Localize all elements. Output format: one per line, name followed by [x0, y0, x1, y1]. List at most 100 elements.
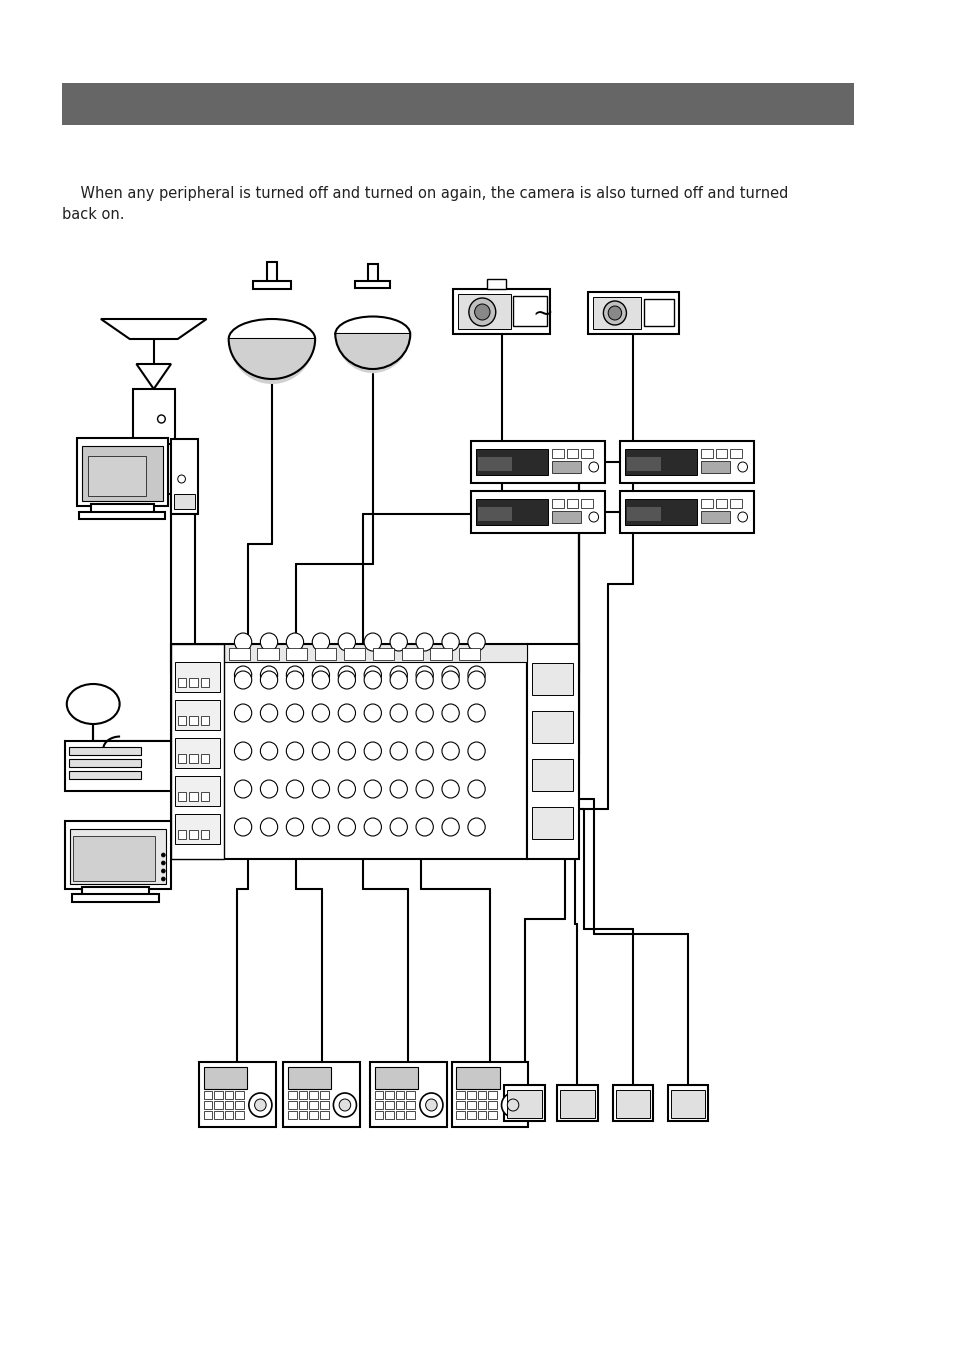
Circle shape: [390, 742, 407, 759]
Bar: [507, 1090, 541, 1118]
Bar: [373, 648, 394, 660]
Bar: [198, 1062, 275, 1126]
Bar: [82, 447, 163, 500]
Bar: [204, 1112, 213, 1120]
Bar: [729, 449, 741, 459]
Circle shape: [501, 1093, 524, 1117]
Circle shape: [161, 877, 165, 881]
Bar: [466, 1101, 476, 1109]
Bar: [375, 1101, 383, 1109]
Bar: [229, 648, 250, 660]
Bar: [288, 1091, 296, 1099]
Circle shape: [161, 861, 165, 865]
Circle shape: [234, 780, 252, 799]
Bar: [476, 449, 547, 475]
Ellipse shape: [67, 684, 119, 724]
Bar: [700, 449, 712, 459]
Circle shape: [364, 780, 381, 799]
Bar: [189, 754, 197, 764]
Bar: [309, 1112, 317, 1120]
Circle shape: [364, 633, 381, 652]
Bar: [458, 648, 480, 660]
Circle shape: [467, 742, 485, 759]
Bar: [456, 1091, 464, 1099]
Bar: [477, 1112, 486, 1120]
Circle shape: [234, 633, 252, 652]
Circle shape: [338, 704, 355, 722]
Circle shape: [234, 817, 252, 836]
Bar: [700, 461, 729, 473]
Circle shape: [467, 817, 485, 836]
Bar: [253, 281, 291, 289]
Bar: [559, 1090, 594, 1118]
Polygon shape: [136, 364, 171, 389]
Circle shape: [467, 704, 485, 722]
Bar: [309, 1101, 317, 1109]
Circle shape: [260, 670, 277, 689]
Circle shape: [507, 1099, 518, 1112]
Bar: [430, 648, 451, 660]
Wedge shape: [335, 335, 410, 374]
Polygon shape: [101, 318, 207, 339]
Bar: [587, 291, 679, 335]
Bar: [225, 1101, 233, 1109]
Circle shape: [234, 704, 252, 722]
Bar: [73, 836, 154, 881]
Bar: [177, 754, 186, 764]
Circle shape: [588, 513, 598, 522]
Bar: [225, 1112, 233, 1120]
Circle shape: [416, 666, 433, 684]
Bar: [91, 505, 153, 514]
Bar: [319, 1101, 328, 1109]
Bar: [298, 1112, 307, 1120]
Circle shape: [157, 415, 165, 424]
Bar: [566, 449, 578, 459]
Bar: [375, 1112, 383, 1120]
Bar: [72, 894, 158, 902]
Circle shape: [602, 301, 626, 325]
Bar: [309, 1091, 317, 1099]
Circle shape: [737, 461, 747, 472]
Bar: [616, 1090, 650, 1118]
Bar: [200, 716, 210, 724]
Circle shape: [416, 780, 433, 799]
Bar: [592, 297, 640, 329]
Bar: [214, 1101, 223, 1109]
Bar: [487, 279, 506, 289]
Bar: [457, 294, 511, 329]
Bar: [298, 1101, 307, 1109]
Circle shape: [364, 704, 381, 722]
Circle shape: [286, 704, 303, 722]
Bar: [715, 499, 726, 509]
Circle shape: [364, 666, 381, 684]
Circle shape: [475, 304, 490, 320]
Bar: [235, 1091, 244, 1099]
Bar: [453, 289, 549, 335]
Circle shape: [441, 817, 458, 836]
Circle shape: [416, 670, 433, 689]
Circle shape: [441, 670, 458, 689]
Bar: [177, 792, 186, 801]
Bar: [177, 830, 186, 839]
Bar: [532, 807, 572, 839]
Circle shape: [416, 817, 433, 836]
Bar: [526, 643, 578, 859]
Bar: [319, 1112, 328, 1120]
Bar: [470, 441, 604, 483]
Bar: [65, 822, 171, 889]
Circle shape: [286, 742, 303, 759]
Bar: [401, 648, 422, 660]
Circle shape: [441, 666, 458, 684]
Circle shape: [286, 780, 303, 799]
Circle shape: [441, 742, 458, 759]
Bar: [171, 643, 526, 859]
Bar: [478, 507, 512, 521]
Bar: [552, 449, 563, 459]
Circle shape: [312, 780, 329, 799]
Circle shape: [312, 666, 329, 684]
Circle shape: [312, 670, 329, 689]
Circle shape: [260, 817, 277, 836]
Bar: [624, 499, 696, 525]
Circle shape: [390, 704, 407, 722]
Bar: [513, 295, 546, 326]
